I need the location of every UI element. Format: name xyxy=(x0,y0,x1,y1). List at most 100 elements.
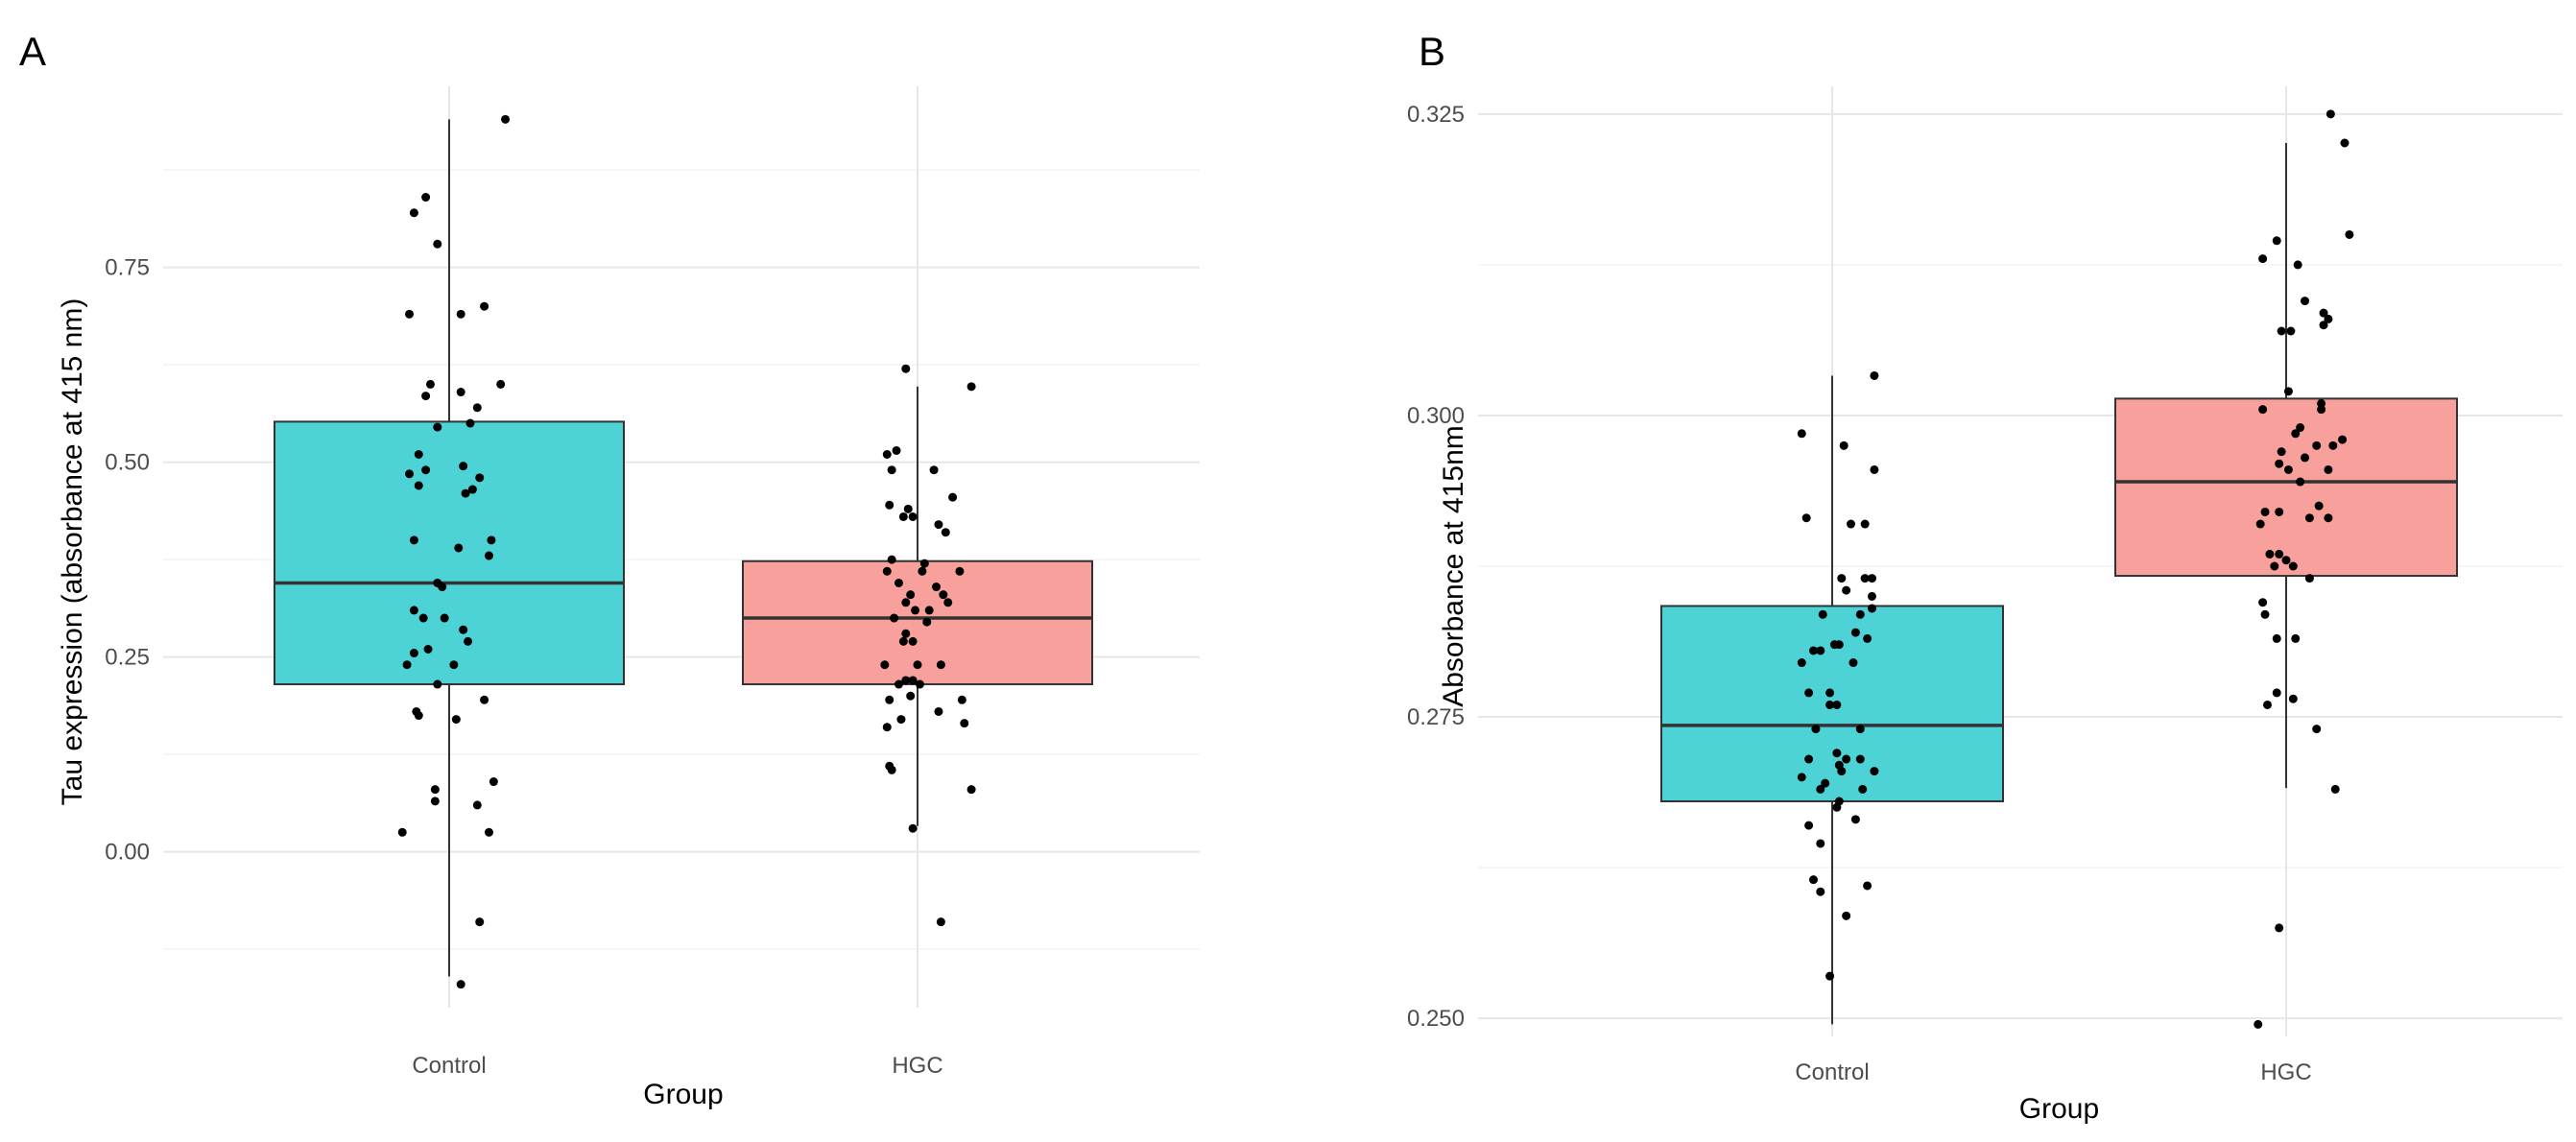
data-point-hgc xyxy=(2277,326,2286,336)
data-point-hgc xyxy=(943,598,953,607)
data-point-control xyxy=(1870,464,1879,474)
data-point-hgc xyxy=(2319,308,2328,318)
data-point-control xyxy=(451,715,461,725)
data-point-hgc xyxy=(908,512,918,521)
data-point-hgc xyxy=(2301,453,2310,463)
data-point-control xyxy=(1842,585,1851,595)
data-point-hgc xyxy=(913,660,922,670)
data-point-hgc xyxy=(966,382,976,392)
data-point-control xyxy=(467,485,477,494)
data-point-control xyxy=(484,827,493,837)
data-point-hgc xyxy=(882,566,892,576)
data-point-hgc xyxy=(2272,633,2281,643)
data-point-control xyxy=(1860,574,1870,583)
data-point-hgc xyxy=(2275,507,2284,516)
data-point-control xyxy=(475,473,485,483)
data-point-control xyxy=(433,679,442,689)
data-point-control xyxy=(1863,881,1872,891)
x-axis-title: Group xyxy=(643,1079,723,1110)
data-point-control xyxy=(480,301,489,311)
data-point-hgc xyxy=(2262,700,2272,709)
data-point-hgc xyxy=(885,695,894,704)
data-point-hgc xyxy=(939,590,948,600)
data-point-control xyxy=(489,777,498,787)
data-point-control xyxy=(459,462,468,471)
data-point-control xyxy=(1816,887,1825,896)
data-point-hgc xyxy=(2288,561,2298,571)
data-point-control xyxy=(409,606,418,615)
data-point-control xyxy=(456,309,465,319)
data-point-hgc xyxy=(2265,549,2275,559)
data-point-hgc xyxy=(894,578,903,587)
data-point-control xyxy=(409,649,418,658)
data-point-hgc xyxy=(2317,405,2326,415)
data-point-control xyxy=(1825,688,1835,698)
data-point-control xyxy=(454,543,464,553)
y-axis-title: Absorbance at 415nm xyxy=(1438,425,1469,707)
data-point-control xyxy=(480,695,489,704)
data-point-hgc xyxy=(2277,447,2286,457)
data-point-control xyxy=(487,535,496,545)
panel-label: A xyxy=(19,29,46,74)
panel-label: B xyxy=(1419,29,1445,74)
data-point-control xyxy=(397,827,407,837)
data-point-control xyxy=(405,469,415,479)
data-point-control xyxy=(1825,971,1835,981)
data-point-hgc xyxy=(898,636,908,646)
data-point-hgc xyxy=(906,691,916,701)
data-point-control xyxy=(1834,640,1844,650)
data-point-hgc xyxy=(2275,459,2284,468)
data-point-control xyxy=(449,660,459,670)
data-point-control xyxy=(1804,754,1814,764)
data-point-control xyxy=(465,418,475,428)
data-point-hgc xyxy=(919,559,929,568)
data-point-hgc xyxy=(957,695,966,704)
data-point-control xyxy=(1867,604,1876,613)
data-point-control xyxy=(1801,513,1811,523)
data-point-control xyxy=(1870,370,1879,380)
data-point-control xyxy=(1832,749,1842,758)
data-point-control xyxy=(1816,784,1825,794)
data-point-hgc xyxy=(882,723,892,732)
data-point-hgc xyxy=(2275,923,2284,933)
data-point-hgc xyxy=(929,465,939,475)
data-point-hgc xyxy=(906,590,916,600)
y-tick-label: 0.275 xyxy=(1407,704,1465,730)
y-axis-title: Tau expression (absorbance at 415 nm) xyxy=(57,298,88,806)
data-point-control xyxy=(1804,821,1814,830)
data-point-hgc xyxy=(934,520,943,530)
data-point-hgc xyxy=(2258,254,2268,264)
data-point-hgc xyxy=(2338,435,2348,444)
data-point-control xyxy=(1839,440,1849,450)
x-tick-label: HGC xyxy=(2260,1059,2311,1085)
data-point-control xyxy=(501,114,511,124)
data-point-control xyxy=(1849,658,1858,668)
data-point-hgc xyxy=(2293,260,2302,270)
data-point-hgc xyxy=(2301,297,2310,306)
data-point-hgc xyxy=(2270,561,2279,571)
data-point-hgc xyxy=(901,364,911,373)
data-point-hgc xyxy=(2296,477,2305,487)
data-point-hgc xyxy=(2255,519,2265,529)
y-tick-label: 0.25 xyxy=(105,645,150,671)
x-tick-label: Control xyxy=(412,1053,486,1079)
data-point-hgc xyxy=(2304,574,2314,583)
data-point-hgc xyxy=(2260,609,2270,619)
data-point-control xyxy=(414,711,423,721)
data-point-control xyxy=(1842,754,1851,764)
data-point-hgc xyxy=(908,636,918,646)
data-point-control xyxy=(1821,778,1830,788)
data-point-control xyxy=(1837,574,1847,583)
data-point-control xyxy=(425,379,435,389)
data-point-hgc xyxy=(2319,321,2328,330)
data-point-hgc xyxy=(2254,1019,2263,1029)
data-point-hgc xyxy=(911,606,920,615)
data-point-control xyxy=(423,644,433,654)
data-point-hgc xyxy=(934,706,943,716)
data-point-control xyxy=(461,488,470,498)
data-point-control xyxy=(484,551,493,560)
data-point-hgc xyxy=(2312,440,2322,450)
data-point-control xyxy=(433,422,442,432)
data-point-hgc xyxy=(2340,138,2349,148)
